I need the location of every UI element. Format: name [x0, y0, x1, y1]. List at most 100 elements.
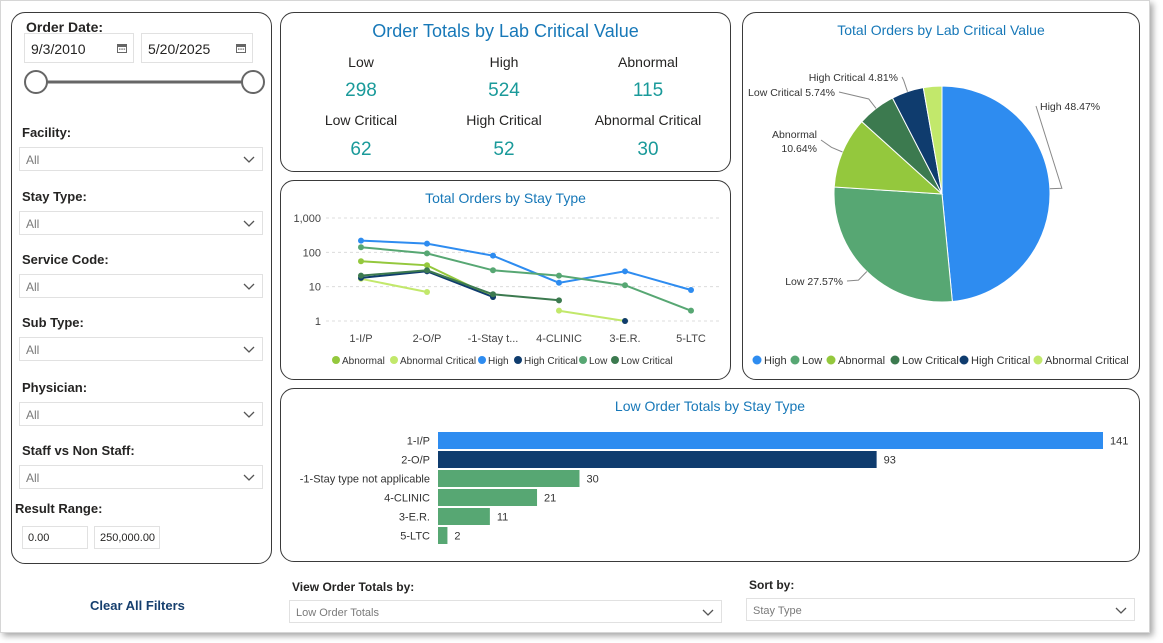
bar-value-label: 21 — [544, 493, 556, 505]
pie-slice — [941, 85, 1051, 303]
sort-by-dropdown[interactable]: Stay Type — [746, 598, 1135, 621]
chevron-down-icon — [243, 346, 255, 353]
data-point — [424, 288, 430, 295]
physician-value: All — [26, 408, 40, 422]
kpi-label: Low — [348, 54, 374, 70]
legend-label: Abnormal — [838, 355, 885, 367]
date-end-value: 5/20/2025 — [148, 41, 211, 57]
pie-slice — [833, 186, 953, 303]
view-order-totals-label: View Order Totals by: — [292, 580, 415, 594]
chevron-down-icon — [243, 283, 255, 290]
bar-value-label: 11 — [497, 512, 508, 524]
sub-type-value: All — [26, 343, 40, 357]
line-chart-title: Total Orders by Stay Type — [425, 190, 586, 206]
data-point — [424, 250, 430, 257]
kpi-value: 115 — [632, 80, 664, 101]
physician-label: Physician: — [22, 380, 88, 395]
pie-chart[interactable]: High 48.47% Low 27.57% Abnormal 10.64% Low C… — [743, 40, 1139, 376]
legend-label: Low Critical — [902, 355, 959, 367]
bar-chart-title: Low Order Totals by Stay Type — [614, 398, 806, 414]
legend-marker — [579, 356, 587, 364]
date-range-slider[interactable] — [20, 68, 270, 98]
chevron-down-icon — [243, 156, 255, 163]
pie-leader-line — [846, 271, 868, 282]
chevron-down-icon — [243, 220, 255, 227]
pie-leader-line — [901, 76, 908, 92]
data-point — [358, 258, 364, 265]
legend-label: Abnormal Critical — [400, 356, 476, 367]
data-point — [556, 279, 562, 286]
kpi-label: High Critical — [466, 112, 542, 128]
data-point — [622, 282, 628, 289]
service-code-dropdown[interactable]: All — [19, 274, 263, 298]
staff-dropdown[interactable]: All — [19, 465, 263, 489]
legend-label: High — [764, 355, 787, 367]
line-chart[interactable]: 1,000 100 10 1 1-I/P 2-O/P -1-Stay t... 4-CLINI… — [281, 206, 730, 376]
legend-label: Abnormal Critical — [1045, 355, 1129, 367]
data-point — [688, 307, 694, 314]
data-point — [556, 272, 562, 279]
slider-start-handle[interactable] — [24, 70, 48, 94]
x-tick-label: 1-I/P — [349, 333, 372, 345]
y-tick-label: 1,000 — [293, 213, 321, 225]
data-point — [622, 268, 628, 275]
bar-value-label: 93 — [884, 455, 896, 467]
legend-label: Low Critical — [621, 356, 673, 367]
result-range-min-input[interactable]: 0.00 — [22, 526, 88, 549]
data-point — [424, 267, 430, 274]
chevron-down-icon — [243, 411, 255, 418]
bar-category-label: 1-I/P — [407, 436, 430, 448]
legend-marker — [959, 355, 969, 365]
bar-value-label: 30 — [586, 474, 598, 486]
date-start-value: 9/3/2010 — [31, 41, 86, 57]
kpi-label: High — [489, 54, 519, 70]
legend-label: High — [488, 356, 509, 367]
data-point — [424, 262, 430, 269]
result-range-label: Result Range: — [15, 501, 103, 516]
pie-leader-line — [838, 91, 877, 109]
legend-marker — [332, 356, 340, 364]
y-tick-label: 1 — [315, 316, 321, 328]
series-line — [360, 277, 428, 293]
result-range-max-input[interactable]: 250,000.00 — [94, 526, 160, 549]
series-line — [360, 246, 692, 312]
bar-chart-card — [280, 388, 1140, 562]
data-point — [622, 318, 628, 324]
stay-type-label: Stay Type: — [22, 189, 87, 204]
pie-chart-title: Total Orders by Lab Critical Value — [837, 22, 1045, 38]
bar-chart[interactable]: 1-I/P 141 2-O/P 93 -1-Stay type not applicab… — [281, 422, 1139, 558]
calendar-icon[interactable] — [117, 43, 127, 53]
data-point — [358, 244, 364, 251]
chevron-down-icon — [1115, 607, 1127, 614]
clear-all-filters-button[interactable]: Clear All Filters — [90, 598, 185, 613]
slider-end-handle[interactable] — [241, 70, 265, 94]
physician-dropdown[interactable]: All — [19, 402, 263, 426]
bar — [438, 489, 538, 506]
x-tick-label: 4-CLINIC — [536, 333, 582, 345]
service-code-label: Service Code: — [22, 252, 109, 267]
legend-label: Low — [802, 355, 822, 367]
sub-type-dropdown[interactable]: All — [19, 337, 263, 361]
date-end-input[interactable]: 5/20/2025 — [141, 33, 253, 63]
facility-dropdown[interactable]: All — [19, 147, 263, 171]
kpi-value: 30 — [637, 139, 659, 160]
view-order-totals-dropdown[interactable]: Low Order Totals — [289, 600, 722, 623]
calendar-icon[interactable] — [236, 43, 246, 53]
pie-label: Low Critical 5.74% — [748, 87, 835, 99]
pie-label: Low 27.57% — [785, 276, 843, 288]
pie-label: Abnormal 10.64% — [772, 129, 817, 155]
legend-label: Low — [589, 356, 608, 367]
date-start-input[interactable]: 9/3/2010 — [24, 33, 134, 63]
stay-type-dropdown[interactable]: All — [19, 211, 263, 235]
staff-value: All — [26, 471, 40, 485]
data-point — [358, 272, 364, 279]
data-point — [490, 267, 496, 274]
data-point — [490, 252, 496, 259]
view-order-totals-value: Low Order Totals — [296, 607, 379, 619]
bar — [438, 470, 580, 487]
bar — [438, 432, 1103, 449]
pie-label: High 48.47% — [1040, 101, 1100, 113]
legend-label: Abnormal — [342, 356, 385, 367]
legend-marker — [752, 355, 762, 365]
legend-marker — [790, 355, 800, 365]
